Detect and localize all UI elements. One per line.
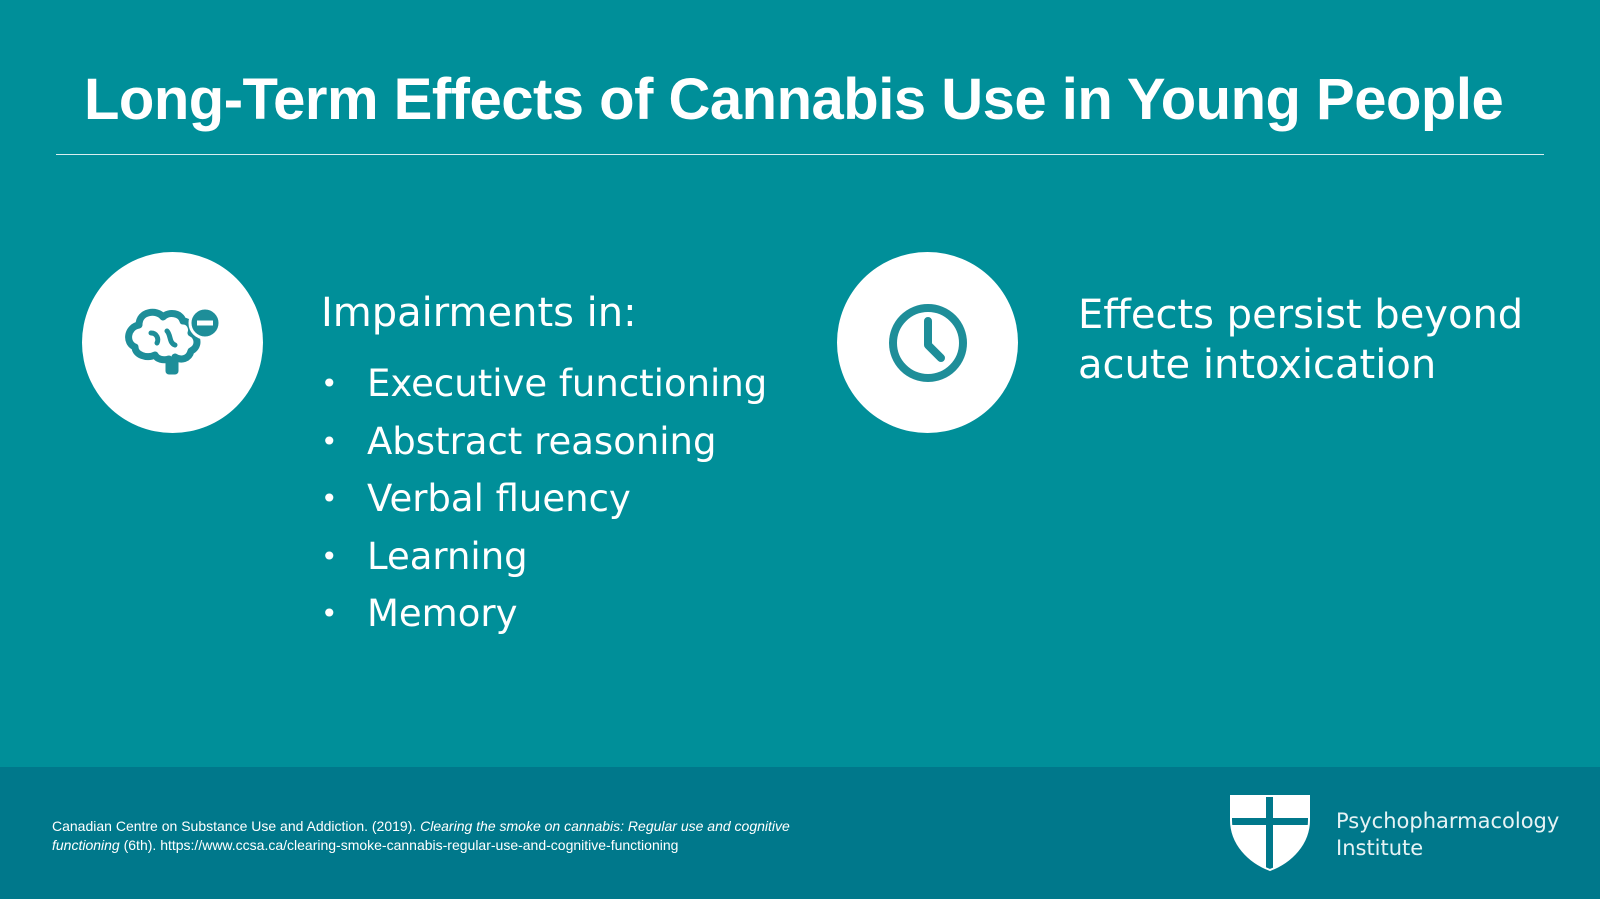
list-item: Memory [321, 585, 767, 643]
list-item: Verbal fluency [321, 470, 767, 528]
brain-icon-circle [82, 252, 263, 433]
list-item: Abstract reasoning [321, 413, 767, 471]
slide-title: Long-Term Effects of Cannabis Use in You… [84, 67, 1504, 132]
citation-title: Clearing the smoke on cannabis: Regular … [52, 818, 790, 853]
clock-icon-circle [837, 252, 1018, 433]
title-divider [56, 154, 1544, 155]
list-item: Executive functioning [321, 355, 767, 413]
citation-edition: (6th). [123, 837, 157, 853]
logo-line-2: Institute [1336, 836, 1424, 860]
list-item: Learning [321, 528, 767, 586]
logo-line-1: Psychopharmacology [1336, 809, 1560, 833]
brain-minus-icon [124, 306, 221, 374]
impairments-heading: Impairments in: [321, 290, 637, 336]
logo-text: Psychopharmacology Institute [1336, 808, 1559, 862]
impairments-list: Executive functioning Abstract reasoning… [321, 355, 767, 643]
persist-text: Effects persist beyond acute intoxicatio… [1078, 292, 1524, 388]
footer-bar [0, 767, 1600, 899]
shield-logo-icon [1230, 795, 1310, 872]
citation: Canadian Centre on Substance Use and Add… [52, 817, 842, 855]
citation-url: https://www.ccsa.ca/clearing-smoke-canna… [160, 837, 679, 853]
clock-icon [888, 303, 967, 382]
citation-authors: Canadian Centre on Substance Use and Add… [52, 818, 417, 834]
